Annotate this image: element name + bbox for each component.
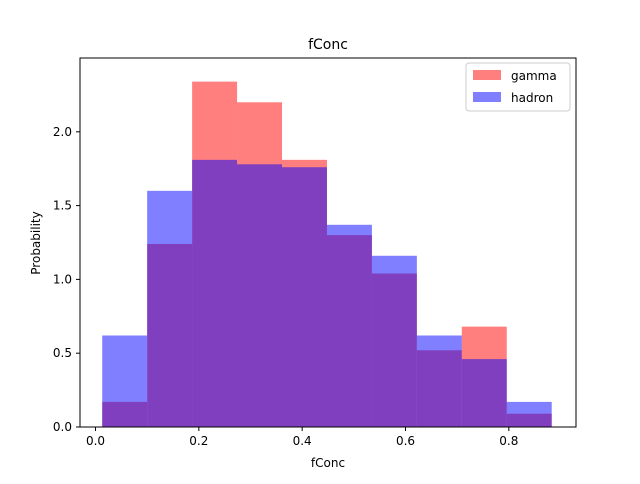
bar-hadron-4 [282,167,327,427]
bar-hadron-1 [147,190,193,427]
x-tick-label: 0.6 [396,434,415,448]
y-tick-label: 0.5 [53,346,72,360]
legend-label-gamma: gamma [511,69,557,83]
bar-hadron-8 [461,359,507,427]
bar-hadron-0 [102,335,148,427]
chart-title: fConc [308,37,348,53]
legend-swatch-hadron [473,92,501,102]
legend-label-hadron: hadron [511,91,553,105]
bars-group [102,81,552,427]
x-tick-label: 0.2 [189,434,208,448]
y-tick-label: 1.0 [53,272,72,286]
x-tick-label: 0.0 [86,434,105,448]
legend: gamma hadron [465,62,571,112]
axes-group: 0.0 0.2 0.4 0.6 0.8 0.0 0.5 1.0 1.5 2.0 [53,57,577,448]
y-tick-label: 2.0 [53,125,72,139]
plot-frame [79,57,577,428]
bar-hadron-3 [237,164,283,427]
bar-hadron-7 [416,335,462,427]
y-tick-label: 1.5 [53,199,72,213]
bar-hadron-5 [326,224,372,427]
bar-hadron-2 [192,159,238,427]
x-tick-label: 0.8 [499,434,518,448]
x-tick-label: 0.4 [293,434,312,448]
legend-swatch-gamma [473,70,501,80]
x-axis-label: fConc [311,456,345,470]
bar-hadron-9 [506,401,552,427]
y-tick-label: 0.0 [53,420,72,434]
bar-hadron-6 [371,255,417,427]
y-axis-label: Probability [29,211,43,274]
